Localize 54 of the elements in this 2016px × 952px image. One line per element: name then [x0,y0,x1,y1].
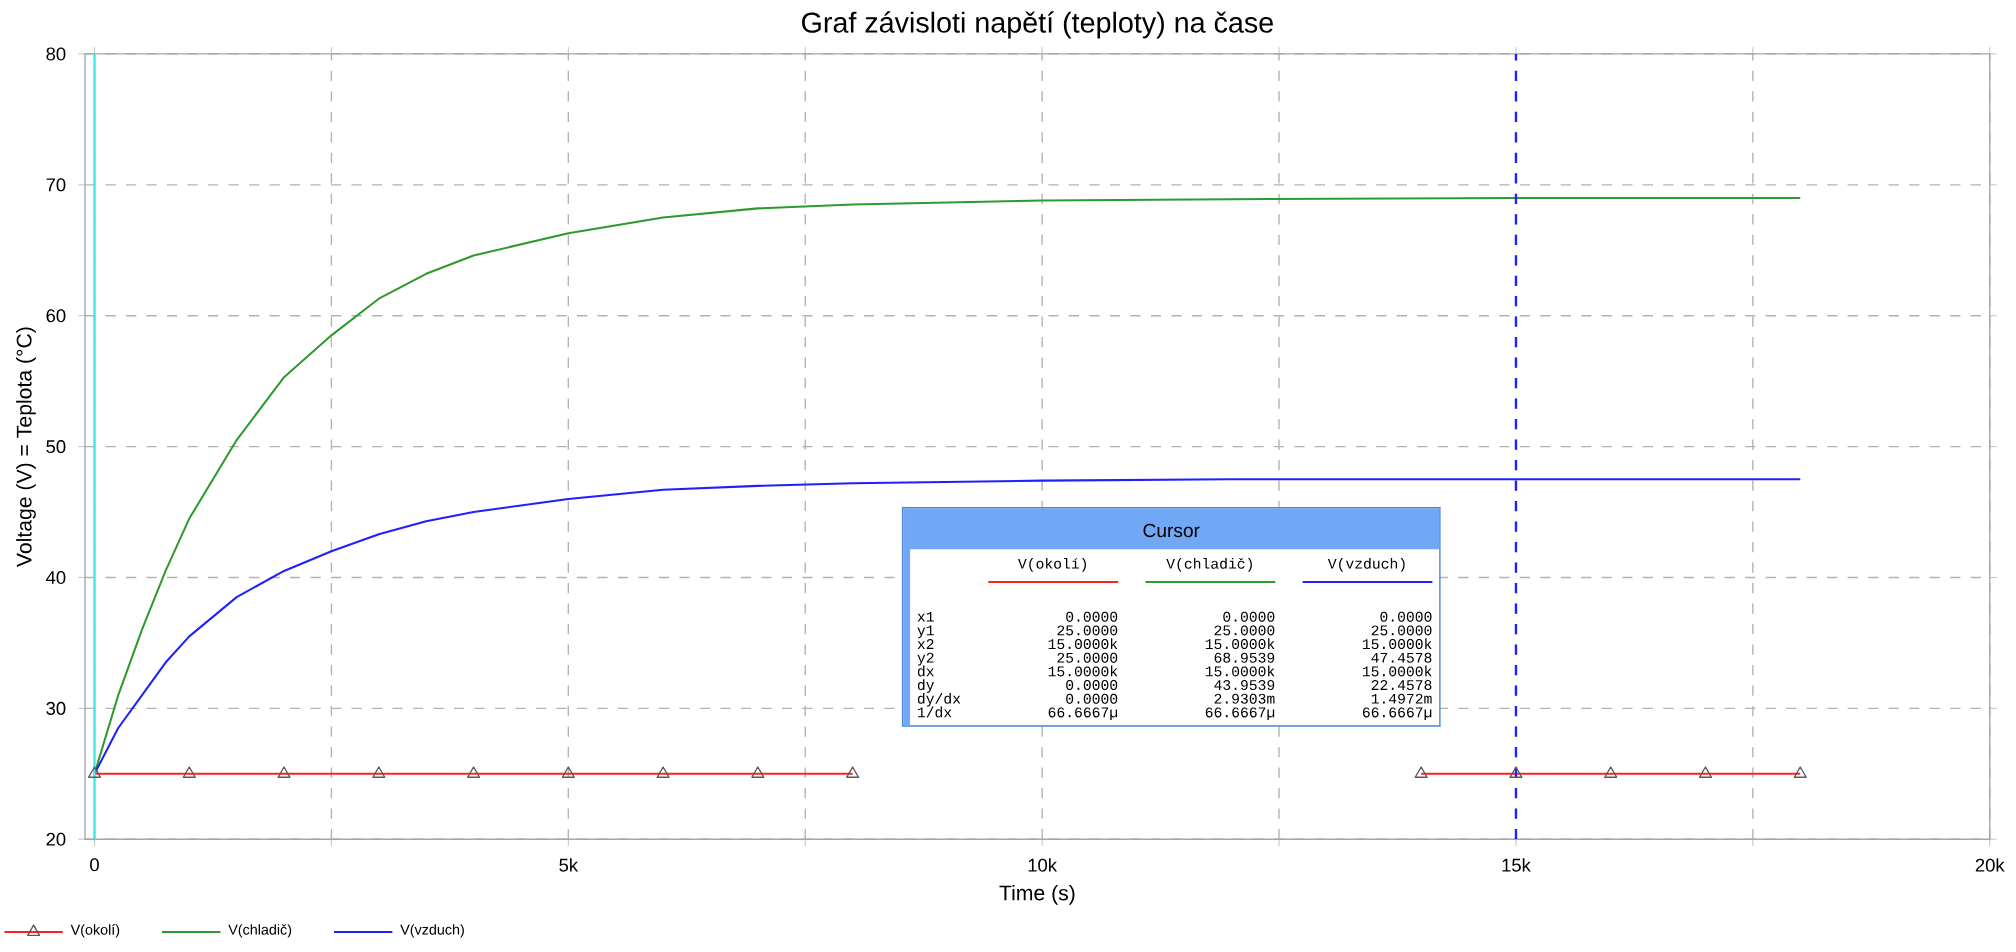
annotation: 0.0000 [1380,611,1432,622]
y-tick-label: 20 [46,832,66,846]
annotation: 1.4972m [1371,693,1432,704]
y-tick-label: 70 [46,178,66,192]
annotation: 25.0000 [1214,625,1275,636]
annotation: x1 [917,611,934,622]
annotation: 66.6667µ [1205,707,1275,721]
annotation: 0.0000 [1066,611,1118,622]
annotation: V(chladič) [1166,557,1252,572]
annotation: 15.0000k [1048,638,1118,650]
y-axis-title: Voltage (V) = Teplota (°C) [16,327,36,567]
annotation: y1 [917,625,934,639]
legend-label: V(vzduch) [400,924,464,938]
annotation: 22.4578 [1371,680,1432,691]
y-tick-label: 80 [46,47,66,61]
annotation: V(vzduch) [1327,557,1405,572]
y-tick-label: 60 [46,309,66,323]
annotation: 15.0000k [1205,638,1275,650]
annotation: dy/dx [917,692,961,707]
x-tick-label: 20k [1975,858,2005,872]
annotation: dy [917,679,935,693]
annotation: 25.0000 [1371,625,1432,636]
annotation: y2 [917,652,934,666]
annotation: V(okolí) [1018,557,1086,572]
y-tick-label: 40 [46,570,66,584]
chart-title: Graf závisloti napětí (teploty) na čase [802,11,1273,39]
annotation: Cursor [1143,523,1200,538]
x-tick-label: 5k [559,858,579,872]
annotation: 15.0000k [1205,665,1275,677]
annotation: 1/dx [917,706,952,718]
x-axis-title: Time (s) [999,884,1075,905]
annotation: 25.0000 [1057,652,1118,663]
annotation: 15.0000k [1362,665,1432,677]
y-tick-label: 30 [46,701,66,715]
x-tick-label: 0 [90,858,99,872]
legend-label: V(okolí) [70,924,120,938]
y-tick-label: 50 [46,440,66,454]
annotation: 43.9539 [1214,680,1275,691]
annotation: 0.0000 [1066,680,1118,691]
x-tick-label: 15k [1502,858,1531,872]
annotation: 47.4578 [1371,652,1432,663]
annotation: 15.0000k [1048,665,1118,677]
x-tick-label: 10k [1028,858,1058,872]
annotation: 15.0000k [1362,638,1432,650]
annotation: 0.0000 [1066,693,1118,704]
annotation: 68.9539 [1214,652,1275,663]
annotation: 2.9303m [1214,693,1275,704]
annotation: dx [917,665,934,677]
annotation: 66.6667µ [1048,707,1118,721]
annotation: 0.0000 [1223,611,1275,622]
annotation: 66.6667µ [1362,707,1432,721]
annotation: 25.0000 [1057,625,1118,636]
legend-label: V(chladič) [228,924,292,938]
annotation: x2 [917,639,934,649]
